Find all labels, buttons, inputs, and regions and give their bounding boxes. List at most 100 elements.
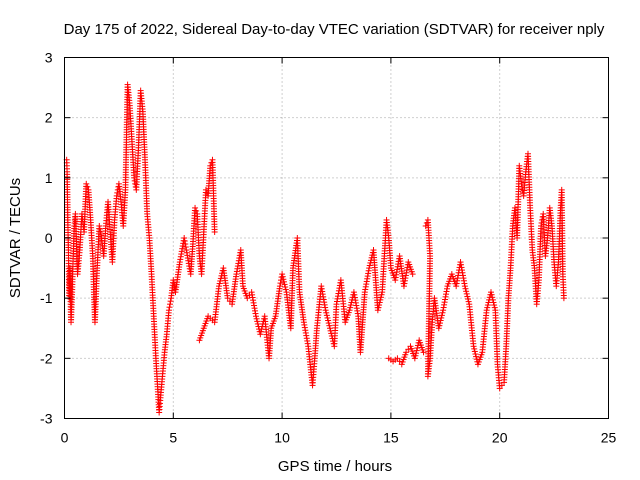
data-point-marker (211, 228, 218, 235)
data-point-marker (165, 307, 172, 314)
data-point-marker (279, 273, 286, 280)
data-point-marker (325, 317, 332, 324)
data-point-marker (413, 350, 420, 357)
data-point-marker (192, 204, 199, 211)
data-point-marker (420, 349, 427, 356)
data-point-marker (167, 301, 174, 308)
data-point-marker (323, 312, 330, 319)
data-point-marker (463, 290, 470, 297)
data-point-marker (414, 345, 421, 352)
data-point-marker (252, 313, 259, 320)
data-point-marker (488, 291, 495, 298)
data-point-marker (325, 320, 332, 327)
data-point-marker (491, 304, 498, 311)
data-point-marker (97, 228, 104, 235)
data-series (63, 81, 567, 416)
data-point-marker (83, 180, 90, 187)
data-point-marker (439, 309, 446, 316)
data-point-marker (181, 238, 188, 245)
data-point-marker (394, 355, 401, 362)
data-point-marker (281, 281, 288, 288)
axis-ticks: 0 5 10 15 20 25 -3 -2 -1 0 1 2 3 (40, 50, 616, 446)
data-point-marker (280, 278, 287, 285)
data-point-marker (326, 325, 333, 332)
chart-title: Day 175 of 2022, Sidereal Day-to-day VTE… (64, 21, 605, 38)
y-axis-label: SDTVAR / TECUs (7, 178, 24, 298)
x-axis-label: GPS time / hours (278, 458, 392, 475)
data-point-marker (96, 222, 103, 229)
data-point-marker (377, 294, 384, 301)
data-point-marker (487, 289, 494, 296)
data-point-marker (464, 293, 471, 300)
data-point-marker (324, 314, 331, 321)
data-point-marker (471, 345, 478, 352)
data-point-marker (413, 347, 420, 354)
data-point-marker (276, 283, 283, 290)
data-point-marker (277, 280, 284, 287)
data-point-marker (412, 352, 419, 359)
y-tick-label: -2 (40, 350, 53, 366)
x-tick-label: 5 (169, 430, 177, 446)
data-point-marker (396, 358, 403, 365)
data-point-marker (438, 314, 445, 321)
data-point-marker (182, 241, 189, 248)
data-point-marker (376, 299, 383, 306)
data-point-marker (244, 295, 251, 302)
data-point-marker (347, 304, 354, 311)
x-tick-label: 20 (492, 430, 508, 446)
data-point-marker (97, 231, 104, 238)
data-point-marker (114, 189, 121, 196)
y-tick-label: -1 (40, 290, 53, 306)
data-point-marker (403, 349, 410, 356)
data-point-marker (257, 328, 264, 335)
data-point-marker (166, 304, 173, 311)
data-point-marker (472, 351, 479, 358)
data-point-marker (347, 302, 354, 309)
data-point-marker (438, 312, 445, 319)
grid-lines (64, 57, 609, 419)
data-point-marker (411, 355, 418, 362)
y-tick-label: 1 (45, 170, 53, 186)
data-point-marker (518, 180, 525, 187)
data-point-marker (489, 296, 496, 303)
data-point-marker (113, 192, 120, 199)
data-point-marker (465, 298, 472, 305)
y-tick-label: -3 (40, 411, 53, 427)
data-point-marker (279, 271, 286, 278)
data-point-marker (182, 244, 189, 251)
y-tick-label: 0 (45, 230, 53, 246)
data-point-marker (170, 277, 177, 284)
data-point-marker (282, 283, 289, 290)
data-point-marker (464, 296, 471, 303)
data-point-marker (224, 295, 231, 302)
data-point-marker (257, 331, 264, 338)
data-point-marker (216, 280, 223, 287)
data-point-marker (280, 276, 287, 283)
data-point-marker (496, 385, 503, 392)
data-point-marker (346, 307, 353, 314)
data-point-marker (254, 318, 261, 325)
data-point-marker (491, 302, 498, 309)
data-point-marker (435, 325, 442, 332)
data-point-marker (322, 307, 329, 314)
data-point-marker (376, 302, 383, 309)
data-point-marker (490, 299, 497, 306)
data-point-marker (323, 309, 330, 316)
data-point-marker (484, 304, 491, 311)
data-point-marker (215, 283, 222, 290)
x-tick-label: 15 (383, 430, 399, 446)
data-point-marker (461, 283, 468, 290)
data-point-marker (377, 296, 384, 303)
data-point-marker (181, 235, 188, 241)
data-point-marker (375, 304, 382, 311)
data-point-marker (193, 207, 200, 214)
data-point-marker (437, 317, 444, 324)
data-point-marker (471, 348, 478, 355)
data-point-marker (96, 225, 103, 232)
data-point-marker (470, 343, 477, 350)
data-point-marker (483, 307, 490, 314)
data-point-marker (489, 294, 496, 301)
data-point-marker (463, 288, 470, 295)
data-point-marker (167, 298, 174, 305)
data-point-marker (498, 382, 505, 389)
